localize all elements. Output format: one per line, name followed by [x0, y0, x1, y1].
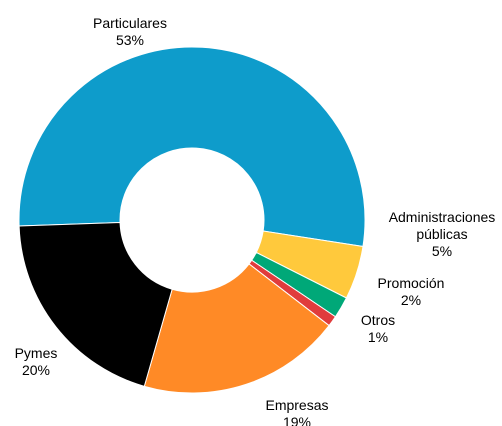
slices-group [18, 46, 366, 394]
slice-pymes [18, 221, 173, 387]
label-particulares: Particulares 53% [93, 15, 167, 48]
label-promoci-n: Promoción 2% [378, 275, 445, 308]
label-otros: Otros 1% [361, 312, 395, 345]
label-empresas: Empresas 19% [265, 397, 328, 426]
label-administraciones-p-blicas: Administraciones públicas 5% [389, 209, 496, 259]
slice-particulares [18, 46, 366, 248]
label-pymes: Pymes 20% [15, 345, 58, 378]
labels-group: Particulares 53% Administraciones públicas 5… [15, 15, 496, 426]
slice-empresas [143, 263, 330, 394]
